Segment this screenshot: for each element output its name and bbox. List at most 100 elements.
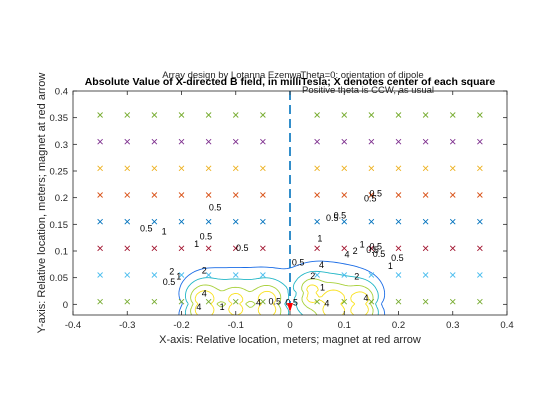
square-center-marker — [232, 138, 239, 145]
square-center-marker — [97, 138, 103, 145]
square-center-marker — [97, 298, 103, 305]
square-center-marker — [205, 192, 212, 198]
square-center-marker — [395, 298, 402, 305]
square-center-marker — [151, 245, 158, 252]
contour-label: 2 — [310, 271, 315, 281]
square-center-marker — [178, 112, 185, 118]
square-center-marker — [314, 165, 320, 172]
square-center-marker — [477, 112, 483, 118]
annotation-theta-direction: Positive theta is CCW, as usual — [302, 85, 434, 96]
contour-label: 1 — [176, 272, 181, 282]
square-center-marker — [260, 298, 266, 305]
square-center-marker — [422, 138, 429, 145]
contour-label: 1 — [220, 302, 225, 312]
square-center-marker — [368, 218, 375, 225]
square-center-marker — [314, 272, 320, 278]
square-center-marker — [151, 272, 158, 278]
contour-label: 4 — [324, 298, 329, 308]
square-center-marker — [422, 218, 429, 225]
square-center-marker — [395, 138, 402, 145]
y-tick-label: 0 — [63, 300, 68, 311]
square-center-marker — [97, 165, 103, 172]
square-center-marker — [260, 218, 266, 225]
square-center-marker — [124, 218, 131, 225]
contour-label: 1 — [320, 282, 325, 292]
square-center-marker — [151, 165, 158, 172]
square-center-marker — [314, 298, 320, 305]
square-center-marker — [449, 165, 456, 172]
square-center-marker — [449, 272, 456, 278]
x-tick-label: -0.2 — [173, 320, 189, 331]
x-tick-label: 0.4 — [500, 320, 513, 331]
square-center-marker — [314, 138, 320, 145]
x-tick-label: -0.4 — [65, 320, 81, 331]
square-center-marker — [341, 272, 348, 278]
square-center-marker — [477, 298, 483, 305]
square-center-marker — [124, 298, 131, 305]
square-center-marker — [97, 112, 103, 118]
square-center-marker — [368, 192, 375, 198]
square-center-marker — [422, 272, 429, 278]
x-tick-label: 0 — [287, 320, 292, 331]
annotation-designer: Array design by Lotanna Ezenwa — [162, 70, 302, 81]
square-center-marker — [368, 165, 375, 172]
square-center-marker — [314, 218, 320, 225]
y-axis-ticks: 0 0.05 0.1 0.15 0.2 0.25 0.3 0.35 0.4 — [50, 87, 507, 311]
square-center-marker — [422, 245, 429, 252]
y-tick-label: 0.1 — [55, 247, 68, 258]
contour-line-level-2 — [190, 278, 374, 315]
y-tick-label: 0.4 — [55, 87, 68, 98]
square-center-marker — [205, 218, 212, 225]
y-tick-label: 0.3 — [55, 140, 68, 151]
square-center-marker — [205, 165, 212, 172]
square-center-marker — [97, 272, 103, 278]
square-center-marker — [205, 138, 212, 145]
contour-label: 4 — [319, 260, 324, 270]
square-center-marker — [341, 165, 348, 172]
contour-label: 0.5 — [364, 194, 377, 204]
square-center-marker — [449, 192, 456, 198]
y-tick-label: 0.15 — [50, 220, 69, 231]
square-center-marker — [178, 272, 185, 278]
contour-line-level-1 — [184, 270, 379, 315]
square-center-marker — [368, 298, 375, 305]
x-axis-ticks: -0.4 -0.3 -0.2 -0.1 0 0.1 0.2 0.3 0.4 — [65, 91, 514, 331]
x-tick-label: -0.3 — [119, 320, 135, 331]
square-center-marker — [124, 165, 131, 172]
square-center-marker — [422, 165, 429, 172]
square-center-marker — [232, 245, 239, 252]
contour-label: 0.5 — [140, 224, 153, 234]
square-center-marker — [232, 272, 239, 278]
square-center-marker — [178, 138, 185, 145]
square-center-marker — [422, 112, 429, 118]
square-center-marker — [260, 165, 266, 172]
square-center-marker — [395, 192, 402, 198]
square-center-marker — [178, 218, 185, 225]
contour-label: 1 — [360, 240, 365, 250]
square-center-marker — [97, 245, 103, 252]
square-center-marker — [395, 272, 402, 278]
contour-label: 0.5 — [236, 243, 249, 253]
y-tick-label: 0.25 — [50, 167, 69, 178]
contour-label: 0.5 — [200, 232, 213, 242]
square-center-marker — [314, 245, 320, 252]
square-center-marker — [232, 112, 239, 118]
square-center-marker — [97, 218, 103, 225]
y-tick-label: 0.35 — [50, 113, 69, 124]
square-center-marker — [205, 298, 212, 305]
square-center-marker — [341, 138, 348, 145]
square-center-marker — [260, 192, 266, 198]
square-center-marker — [232, 192, 239, 198]
contour-label: 0.5 — [163, 277, 176, 287]
contour-label: 1 — [317, 234, 322, 244]
square-center-marker — [124, 138, 131, 145]
contour-label: 4 — [256, 298, 261, 308]
square-center-marker — [422, 298, 429, 305]
contour-label: 2 — [202, 266, 207, 276]
square-center-marker — [178, 192, 185, 198]
square-center-marker — [477, 218, 483, 225]
square-center-marker — [124, 192, 131, 198]
square-center-marker — [341, 245, 348, 252]
square-center-marker — [178, 298, 185, 305]
